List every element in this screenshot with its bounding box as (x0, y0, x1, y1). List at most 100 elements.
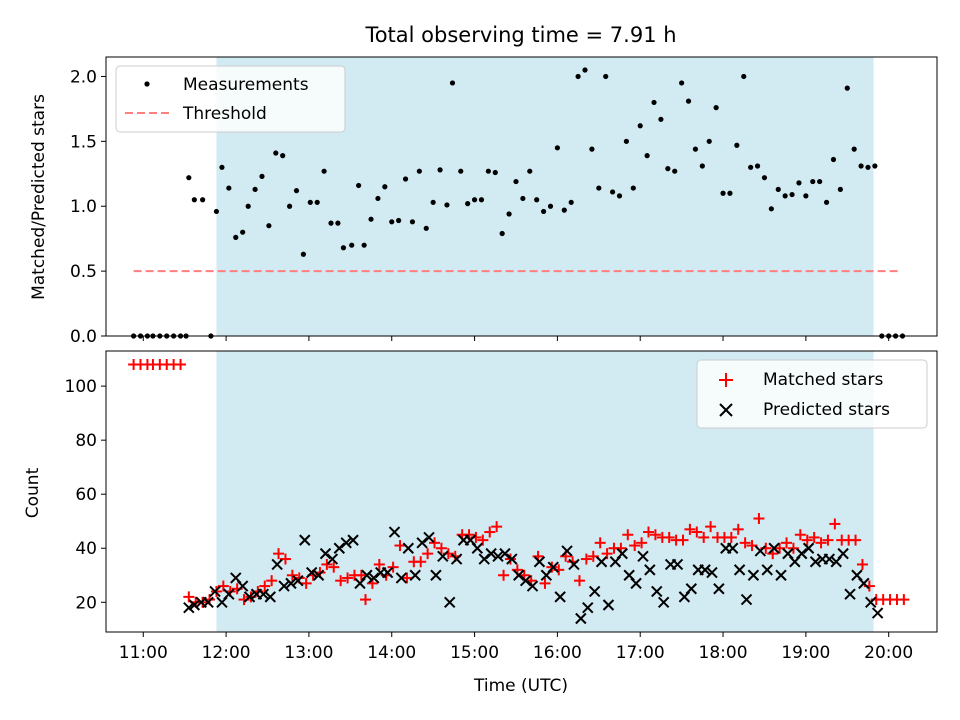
measurement-point (789, 191, 795, 198)
matched-star-marker (739, 537, 751, 549)
measurement-point (356, 182, 362, 189)
predicted-star-marker (264, 591, 276, 603)
predicted-star-marker (305, 566, 318, 579)
matched-star-marker (636, 537, 648, 549)
matched-star-marker (622, 529, 634, 541)
bottom-axes-frame (105, 350, 938, 633)
measurement-point (465, 201, 471, 207)
predicted-star-marker (796, 547, 808, 560)
measurement-point (741, 73, 747, 80)
predicted-star-marker (740, 593, 753, 606)
predicted-star-marker (588, 585, 601, 598)
predicted-star-marker (430, 569, 442, 581)
predicted-stars-points (183, 526, 884, 625)
predicted-star-marker (236, 580, 249, 592)
predicted-star-marker (595, 556, 608, 568)
measurement-point (768, 206, 774, 212)
matched-star-marker (850, 534, 862, 546)
matched-star-marker (649, 529, 661, 541)
measurement-point (554, 145, 560, 151)
predicted-star-marker (257, 588, 270, 600)
measurement-point (396, 217, 402, 224)
matched-star-marker (415, 556, 427, 568)
matched-star-marker (753, 513, 765, 525)
matched-star-marker (401, 572, 413, 584)
predicted-star-marker (526, 580, 539, 592)
measurement-point (575, 73, 581, 80)
measurement-point (603, 73, 609, 80)
predicted-star-marker (630, 577, 642, 590)
measurement-point (458, 168, 464, 174)
bottom-legend: Matched stars Predicted stars (696, 359, 928, 429)
matched-star-marker (321, 558, 333, 570)
predicted-star-marker (644, 564, 656, 576)
measurement-point (321, 168, 327, 174)
x-tick-label: 13:00 (284, 643, 333, 663)
measurement-point (506, 211, 512, 217)
measurement-point (679, 80, 685, 86)
measurement-point (720, 190, 726, 196)
predicted-star-marker (809, 556, 822, 568)
matched-star-marker (300, 577, 312, 589)
bottom-x-ticks: 11:00 12:00 13:00 14:00 15:00 16:00 17:00 18:00… (119, 632, 913, 663)
matched-star-marker (663, 531, 675, 543)
measurement-point (713, 105, 719, 111)
predicted-star-marker (485, 547, 497, 560)
predicted-star-marker (450, 553, 463, 565)
measurement-point (328, 220, 334, 226)
matched-star-marker (539, 577, 551, 589)
top-y-tick-label: 1.0 (70, 197, 97, 217)
predicted-star-marker (706, 566, 718, 579)
predicted-star-marker (547, 561, 559, 573)
matched-star-marker (629, 540, 641, 552)
matched-star-marker (677, 534, 689, 546)
measurement-point (513, 178, 519, 185)
measurement-point (706, 138, 712, 144)
predicted-star-marker (602, 599, 615, 611)
measurement-points (131, 67, 906, 339)
measurement-point (409, 219, 416, 225)
matched-star-marker (355, 569, 367, 581)
matched-star-marker (429, 537, 441, 549)
measurement-point (499, 230, 505, 237)
matched-star-marker (774, 542, 786, 554)
predicted-star-marker (299, 534, 311, 546)
measurement-point (402, 176, 409, 182)
measurement-point (644, 153, 650, 159)
matched-star-marker (691, 526, 703, 538)
predicted-star-marker (616, 547, 628, 560)
x-tick-label: 17:00 (616, 643, 665, 663)
predicted-star-marker (183, 601, 195, 614)
matched-star-marker (898, 594, 910, 606)
predicted-star-marker (747, 569, 760, 581)
predicted-star-marker (381, 566, 394, 579)
x-tick-label: 11:00 (119, 643, 168, 663)
matched-star-marker (587, 550, 599, 562)
predicted-star-marker (865, 596, 877, 608)
predicted-star-marker (271, 558, 283, 571)
measurement-point (485, 168, 491, 174)
matched-star-marker (732, 523, 744, 535)
measurement-point (761, 175, 768, 181)
measurement-point (273, 150, 279, 156)
bottom-y-tick-label: 20 (75, 593, 97, 613)
top-y-axis-label: Matched/Predicted stars (29, 94, 49, 300)
predicted-star-marker (519, 574, 532, 587)
predicted-star-marker (278, 580, 290, 592)
measurement-point (430, 199, 436, 205)
measurement-point (423, 225, 429, 231)
measurement-point (823, 199, 830, 205)
top-y-tick-label: 0.5 (70, 262, 97, 282)
predicted-star-marker (582, 601, 594, 614)
measurement-point (589, 146, 595, 152)
matched-star-marker (725, 531, 737, 543)
matched-stars-legend-marker (719, 373, 733, 387)
measurements-legend-label: Measurements (183, 75, 309, 95)
matched-star-marker (815, 537, 827, 549)
matched-star-marker (698, 531, 710, 543)
measurement-point (568, 199, 574, 205)
predicted-star-marker (368, 572, 380, 584)
measurement-point (616, 193, 623, 199)
measurement-point (534, 197, 540, 203)
bottom-y-tick-label: 40 (75, 539, 97, 559)
